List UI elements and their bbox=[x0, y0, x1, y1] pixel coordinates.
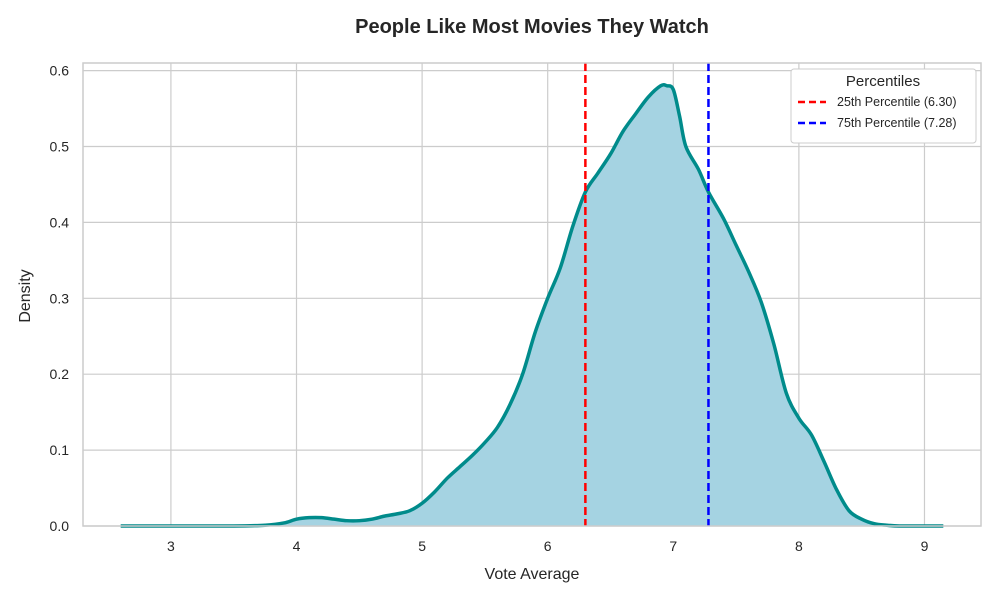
y-tick-labels: 0.0 0.1 0.2 0.3 0.4 0.5 0.6 bbox=[50, 63, 70, 534]
x-tick-label: 3 bbox=[167, 538, 175, 554]
y-tick-label: 0.6 bbox=[50, 63, 70, 79]
x-tick-label: 5 bbox=[418, 538, 426, 554]
plot-frame bbox=[82, 62, 982, 527]
density-curve bbox=[120, 83, 944, 528]
x-tick-label: 8 bbox=[795, 538, 803, 554]
density-fill bbox=[120, 84, 944, 527]
y-tick-label: 0.2 bbox=[50, 366, 70, 382]
y-tick-label: 0.5 bbox=[50, 138, 70, 154]
x-tick-label: 4 bbox=[293, 538, 301, 554]
y-axis-label: Density bbox=[17, 269, 34, 322]
legend-label-75th: 75th Percentile (7.28) bbox=[837, 116, 957, 130]
x-tick-label: 7 bbox=[669, 538, 677, 554]
y-tick-label: 0.3 bbox=[50, 290, 70, 306]
legend-title: Percentiles bbox=[846, 73, 920, 90]
x-tick-labels: 3 4 5 6 7 8 9 bbox=[167, 538, 929, 554]
x-tick-label: 9 bbox=[921, 538, 929, 554]
density-line bbox=[120, 83, 944, 528]
legend-box bbox=[790, 68, 977, 144]
y-tick-label: 0.1 bbox=[50, 442, 70, 458]
chart-title: People Like Most Movies They Watch bbox=[355, 16, 709, 38]
x-tick-label: 6 bbox=[544, 538, 552, 554]
x-axis-label: Vote Average bbox=[485, 566, 580, 583]
percentile-lines bbox=[584, 63, 710, 526]
y-tick-label: 0.0 bbox=[50, 518, 70, 534]
y-tick-label: 0.4 bbox=[50, 214, 70, 230]
density-area bbox=[120, 84, 944, 527]
legend-label-25th: 25th Percentile (6.30) bbox=[837, 95, 957, 109]
legend: Percentiles 25th Percentile (6.30) 75th … bbox=[790, 68, 977, 144]
